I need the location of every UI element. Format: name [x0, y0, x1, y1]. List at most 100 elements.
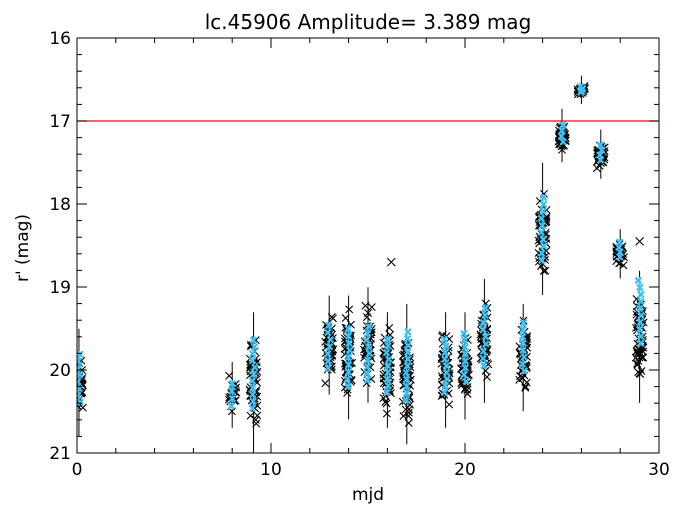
- data-point: [404, 411, 413, 420]
- binned-point: [519, 339, 528, 348]
- binned-point: [442, 362, 451, 370]
- binned-point: [616, 253, 624, 261]
- binned-point: [383, 375, 391, 383]
- binned-point: [443, 375, 451, 383]
- binned-point: [537, 249, 546, 258]
- binned-point: [637, 332, 645, 341]
- binned-point: [559, 138, 567, 146]
- binned-point: [343, 375, 352, 383]
- binned-point: [479, 325, 487, 334]
- data-point: [404, 419, 413, 428]
- binned-point: [324, 364, 333, 372]
- binned-point: [249, 397, 257, 406]
- data-point: [225, 371, 234, 380]
- binned-point: [538, 221, 546, 230]
- binned-point: [404, 328, 412, 336]
- data-point: [633, 360, 642, 369]
- binned-point: [442, 342, 450, 350]
- data-point: [385, 323, 394, 332]
- binned-point: [635, 325, 644, 334]
- chart-title: lc.45906 Amplitude= 3.389 mag: [205, 10, 532, 34]
- binned-point: [537, 228, 545, 237]
- binned-point: [77, 391, 82, 400]
- binned-point: [228, 379, 236, 388]
- x-tick-label: 20: [454, 460, 476, 480]
- data-point: [379, 394, 388, 403]
- binned-point: [461, 350, 470, 358]
- x-tick-label: 10: [260, 460, 282, 480]
- binned-point: [479, 354, 487, 363]
- binned-point: [481, 304, 490, 312]
- data-point: [522, 352, 531, 361]
- binned-point: [403, 334, 412, 343]
- outlier-point: [635, 236, 644, 246]
- y-tick-label: 17: [49, 112, 71, 132]
- data-point: [637, 353, 646, 362]
- binned-point: [363, 329, 372, 338]
- binned-point: [460, 336, 469, 345]
- binned-point: [384, 368, 392, 377]
- binned-point: [249, 336, 258, 344]
- binned-point: [363, 369, 371, 378]
- binned-point: [461, 364, 470, 372]
- binned-point: [537, 214, 546, 223]
- data-point: [482, 373, 491, 381]
- binned-point: [384, 342, 392, 350]
- data-point: [251, 415, 260, 424]
- binned-point: [481, 311, 489, 319]
- binned-point: [362, 336, 371, 344]
- axes: 0 10 20 30 16 17 18 19 20 21: [49, 29, 669, 480]
- binned-point: [519, 325, 527, 334]
- binned-point: [248, 377, 257, 385]
- binned-point: [637, 297, 645, 306]
- binned-point: [442, 368, 451, 377]
- data-point: [541, 266, 550, 275]
- data-point: [476, 354, 485, 363]
- binned-point: [325, 321, 333, 330]
- binned-point: [441, 348, 449, 357]
- data-point: [367, 303, 376, 312]
- data-point: [329, 314, 338, 323]
- binned-point: [557, 132, 566, 141]
- binned-point: [637, 311, 645, 320]
- data-point: [539, 266, 548, 275]
- binned-point: [251, 363, 259, 372]
- binned-point: [518, 332, 527, 341]
- binned-point: [77, 377, 82, 386]
- data-point: [361, 301, 370, 310]
- binned-point: [363, 362, 372, 371]
- data-point: [481, 366, 490, 375]
- binned-point: [248, 404, 257, 412]
- binned-point: [539, 200, 548, 209]
- binned-point: [596, 156, 605, 164]
- binned-point: [461, 343, 469, 352]
- binned-point: [345, 346, 354, 355]
- binned-point: [404, 341, 412, 350]
- binned-point: [248, 349, 257, 358]
- binned-point: [481, 333, 490, 341]
- binned-point: [461, 357, 470, 365]
- binned-point: [249, 383, 257, 392]
- data-point: [340, 344, 349, 353]
- data-point: [463, 389, 472, 398]
- binned-point: [383, 388, 391, 397]
- binned-point: [540, 242, 548, 251]
- data-point: [362, 313, 371, 322]
- binned-point: [558, 126, 566, 135]
- outlier-point: [386, 257, 396, 267]
- binned-point: [77, 357, 83, 365]
- binned-point: [248, 390, 257, 399]
- data-point: [445, 400, 454, 409]
- binned-point: [250, 343, 259, 351]
- y-axis-title: r' (mag): [13, 214, 33, 282]
- binned-point: [479, 347, 488, 355]
- binned-point: [344, 353, 352, 362]
- data-point: [246, 411, 255, 420]
- binned-point: [403, 362, 412, 370]
- binned-point: [344, 382, 352, 391]
- binned-point: [634, 276, 643, 285]
- plot-area: [77, 75, 648, 453]
- binned-point: [479, 318, 488, 327]
- binned-point: [385, 355, 393, 363]
- binned-point: [441, 381, 450, 390]
